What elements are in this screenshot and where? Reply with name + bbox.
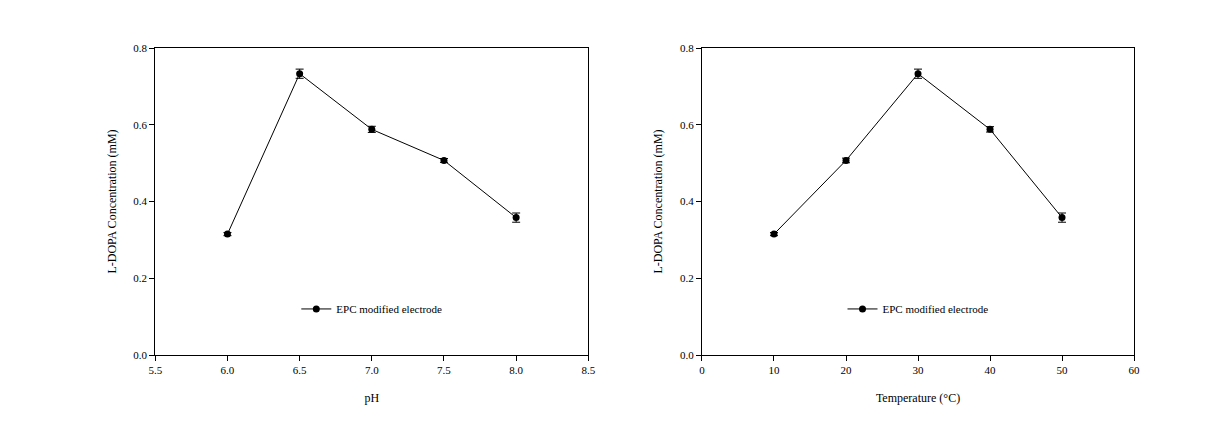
- svg-text:7.5: 7.5: [437, 364, 451, 376]
- svg-text:10: 10: [768, 364, 780, 376]
- svg-text:50: 50: [1057, 364, 1069, 376]
- svg-text:0.2: 0.2: [133, 272, 147, 284]
- svg-text:30: 30: [913, 364, 925, 376]
- svg-text:60: 60: [1129, 364, 1141, 376]
- svg-text:0.6: 0.6: [680, 119, 694, 131]
- svg-text:pH: pH: [364, 391, 379, 405]
- svg-text:0.6: 0.6: [133, 119, 147, 131]
- svg-text:40: 40: [985, 364, 997, 376]
- svg-text:5.5: 5.5: [148, 364, 162, 376]
- svg-text:0.8: 0.8: [133, 42, 147, 54]
- svg-text:20: 20: [841, 364, 853, 376]
- svg-text:L-DOPA Concentration (mM): L-DOPA Concentration (mM): [651, 129, 665, 273]
- svg-text:7.0: 7.0: [365, 364, 379, 376]
- svg-text:L-DOPA Concentration (mM): L-DOPA Concentration (mM): [105, 129, 119, 273]
- svg-text:EPC modified electrode: EPC modified electrode: [336, 303, 442, 315]
- svg-text:6.5: 6.5: [293, 364, 307, 376]
- svg-text:0.0: 0.0: [133, 349, 147, 361]
- svg-text:EPC modified electrode: EPC modified electrode: [883, 303, 989, 315]
- svg-text:0.0: 0.0: [680, 349, 694, 361]
- svg-text:0: 0: [699, 364, 705, 376]
- svg-text:0.4: 0.4: [133, 195, 147, 207]
- svg-text:Temperature (°C): Temperature (°C): [876, 391, 960, 405]
- svg-text:0.8: 0.8: [680, 42, 694, 54]
- svg-text:8.5: 8.5: [581, 364, 595, 376]
- svg-text:0.2: 0.2: [680, 272, 694, 284]
- svg-text:6.0: 6.0: [221, 364, 235, 376]
- svg-text:0.4: 0.4: [680, 195, 694, 207]
- svg-text:8.0: 8.0: [509, 364, 523, 376]
